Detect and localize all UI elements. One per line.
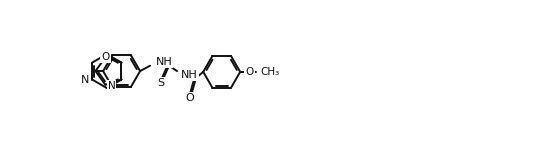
Text: N: N: [108, 80, 115, 90]
Text: O: O: [245, 67, 254, 77]
Text: N: N: [81, 75, 89, 85]
Text: NH: NH: [181, 70, 198, 80]
Text: NH: NH: [156, 57, 172, 67]
Text: CH₃: CH₃: [260, 67, 279, 77]
Text: O: O: [101, 52, 110, 62]
Text: S: S: [157, 78, 165, 88]
Text: O: O: [185, 93, 194, 103]
